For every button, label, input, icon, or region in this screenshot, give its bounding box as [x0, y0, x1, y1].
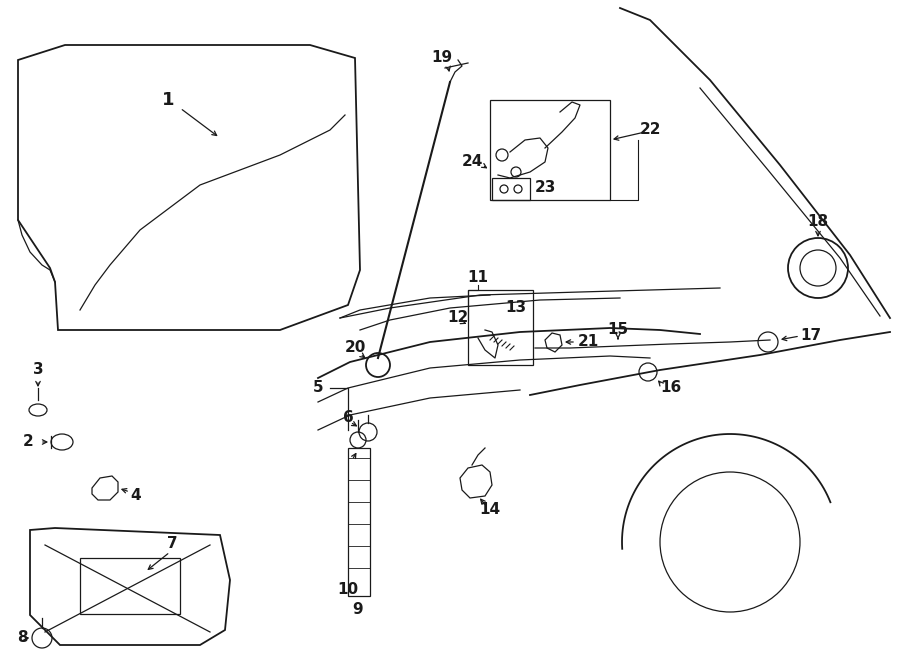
Text: 16: 16 — [660, 381, 681, 395]
Text: 14: 14 — [480, 502, 500, 518]
Bar — [348, 448, 370, 596]
Bar — [468, 290, 533, 365]
Text: 6: 6 — [343, 410, 354, 426]
Text: 17: 17 — [800, 327, 821, 342]
Text: 12: 12 — [447, 311, 469, 325]
Text: 20: 20 — [345, 340, 365, 356]
Text: 3: 3 — [32, 362, 43, 377]
Text: 11: 11 — [467, 270, 489, 286]
Text: 7: 7 — [166, 535, 177, 551]
Text: 1: 1 — [162, 91, 175, 109]
Text: 18: 18 — [807, 215, 829, 229]
Text: 13: 13 — [505, 301, 526, 315]
Text: 22: 22 — [640, 122, 662, 137]
Text: 4: 4 — [130, 488, 140, 502]
Text: 8: 8 — [17, 631, 27, 646]
Bar — [492, 178, 530, 200]
Text: 5: 5 — [312, 381, 323, 395]
Bar — [490, 100, 610, 200]
Text: 15: 15 — [608, 323, 628, 338]
Text: 9: 9 — [353, 602, 364, 617]
Text: 24: 24 — [462, 155, 482, 169]
Text: 23: 23 — [535, 180, 556, 196]
Bar — [80, 558, 180, 614]
Text: 10: 10 — [338, 582, 358, 598]
Text: 19: 19 — [431, 50, 453, 65]
Text: 21: 21 — [578, 334, 599, 350]
Text: 2: 2 — [22, 434, 33, 449]
